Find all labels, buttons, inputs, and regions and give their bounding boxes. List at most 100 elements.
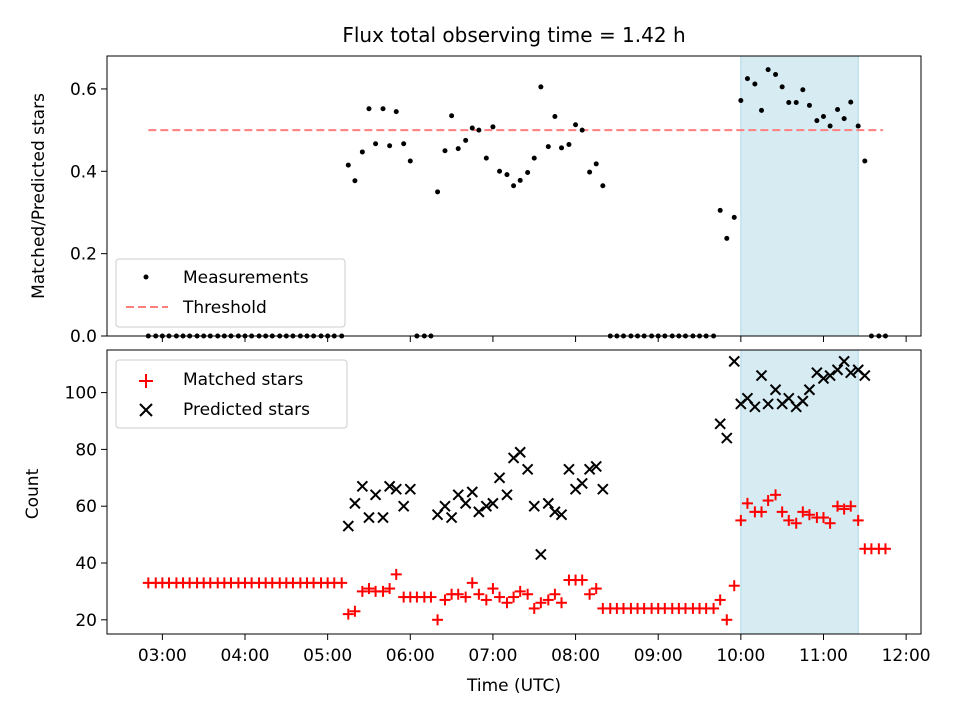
predicted-stars-point xyxy=(377,511,389,524)
measurement-point xyxy=(531,155,537,161)
matched-stars-point xyxy=(756,506,768,518)
bottom-y-tick-label: 80 xyxy=(75,440,97,460)
predicted-marker-b xyxy=(445,511,458,524)
predicted-marker-b xyxy=(714,418,726,430)
predicted-stars-point xyxy=(528,500,540,512)
predicted-marker-b xyxy=(377,511,389,524)
predicted-marker-b xyxy=(762,398,774,410)
bottom-observing-span xyxy=(740,349,859,635)
matched-stars-point xyxy=(384,583,396,595)
predicted-marker-b xyxy=(549,506,561,518)
legend-label-threshold: Threshold xyxy=(182,298,267,318)
predicted-stars-point xyxy=(535,548,547,561)
measurement-point xyxy=(504,172,510,178)
matched-stars-point xyxy=(535,597,547,609)
x-tick-label: 06:00 xyxy=(386,646,435,666)
predicted-marker-b xyxy=(721,432,733,444)
bottom-y-tick-label: 20 xyxy=(75,611,97,631)
predicted-stars-point xyxy=(824,369,836,382)
matched-stars-point xyxy=(439,594,451,606)
matched-stars-point xyxy=(776,506,788,518)
measurement-point xyxy=(827,123,833,129)
predicted-marker-b xyxy=(480,500,493,512)
x-tick-label: 07:00 xyxy=(468,646,517,666)
predicted-marker-b xyxy=(852,364,864,376)
bottom-legend-box xyxy=(115,359,348,429)
measurement-point xyxy=(806,102,812,108)
measurement-point xyxy=(579,127,585,133)
measurement-point xyxy=(345,162,351,168)
matched-stars-point xyxy=(852,514,864,526)
measurement-point xyxy=(814,118,820,124)
legend-marker-predicted-stars xyxy=(139,403,153,417)
bottom-panel: 20 40 60 80 100 03:00 04:00 05:00 06:00 07:00 08:… xyxy=(23,349,931,696)
measurement-point xyxy=(759,107,765,113)
predicted-stars-point xyxy=(597,483,609,495)
predicted-stars-point xyxy=(542,497,555,510)
matched-stars-point xyxy=(735,514,747,526)
measurement-point xyxy=(435,189,441,195)
predicted-marker-b xyxy=(555,509,568,521)
bottom-plot-frame xyxy=(106,349,922,635)
measurement-point xyxy=(483,155,489,161)
predicted-stars-point xyxy=(439,500,451,512)
matched-stars-point xyxy=(494,591,506,603)
predicted-stars-point xyxy=(445,511,458,524)
predicted-marker-b xyxy=(383,480,396,493)
predicted-marker-b xyxy=(349,497,361,510)
matched-stars-point xyxy=(576,574,588,586)
predicted-stars-point xyxy=(555,509,568,521)
predicted-stars-point xyxy=(714,418,726,430)
matched-stars-point xyxy=(832,500,844,512)
bottom-y-tick-label: 40 xyxy=(75,554,97,574)
predicted-marker-b xyxy=(390,483,402,495)
predicted-marker-b xyxy=(845,367,857,379)
predicted-stars-point xyxy=(342,520,355,532)
predicted-stars-point xyxy=(859,369,871,382)
bottom-y-tick-label: 60 xyxy=(75,497,97,517)
matched-stars-point xyxy=(425,591,437,603)
predicted-stars-point xyxy=(817,372,830,385)
matched-stars-point xyxy=(528,602,540,614)
measurement-point xyxy=(587,169,593,175)
predicted-stars-point xyxy=(838,355,850,368)
matched-stars-point xyxy=(762,495,774,507)
predicted-stars-point xyxy=(356,480,369,493)
predicted-marker-b xyxy=(755,369,768,382)
matched-stars-point xyxy=(452,588,464,600)
matched-stars-point xyxy=(824,517,836,529)
measurement-point xyxy=(517,177,523,183)
predicted-stars-point xyxy=(549,506,561,518)
predicted-stars-point xyxy=(563,463,575,475)
measurement-point xyxy=(455,146,461,152)
top-observing-span xyxy=(740,55,859,337)
predicted-marker-b xyxy=(797,395,809,407)
x-axis-label: Time (UTC) xyxy=(466,676,561,696)
predicted-marker-b xyxy=(817,372,830,385)
measurement-point xyxy=(765,67,771,73)
top-legend: Measurements Threshold xyxy=(115,258,346,328)
legend-marker-measurements xyxy=(143,274,149,280)
predicted-marker-b xyxy=(728,355,740,368)
x-tick-label: 11:00 xyxy=(799,646,848,666)
predicted-stars-point xyxy=(473,506,485,518)
matched-stars-point xyxy=(460,591,472,603)
predicted-marker-b xyxy=(576,477,588,490)
predicted-stars-point xyxy=(383,480,396,493)
measurement-point xyxy=(862,158,868,164)
predicted-marker-b xyxy=(363,511,375,524)
measurement-point xyxy=(387,143,393,149)
matched-stars-point xyxy=(797,506,809,518)
predicted-stars-point xyxy=(728,355,740,368)
matched-stars-point xyxy=(514,585,526,597)
predicted-marker-b xyxy=(493,472,506,484)
predicted-marker-b xyxy=(749,401,761,413)
measurement-point xyxy=(820,114,826,120)
matched-stars-point xyxy=(556,597,568,609)
bottom-y-tick-label: 100 xyxy=(65,384,97,404)
matched-stars-point xyxy=(845,500,857,512)
chart-title: Flux total observing time = 1.42 h xyxy=(342,23,685,47)
predicted-stars-point xyxy=(590,460,602,473)
measurement-point xyxy=(476,127,482,133)
